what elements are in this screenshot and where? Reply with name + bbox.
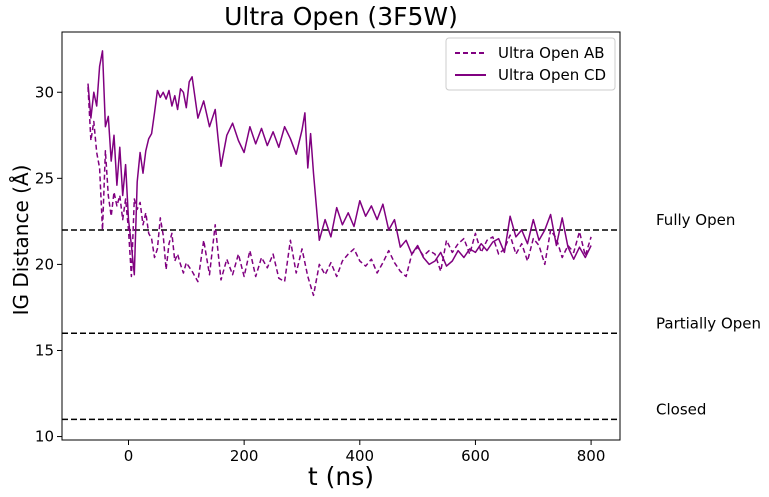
x-tick-label: 200 <box>230 447 259 465</box>
reference-label-closed: Closed <box>656 400 706 418</box>
y-tick-label: 10 <box>35 428 54 446</box>
legend: Ultra Open AB Ultra Open CD <box>445 37 616 91</box>
axes-frame <box>61 31 621 441</box>
y-tick-label: 30 <box>35 83 54 101</box>
y-tick-label: 25 <box>35 169 54 187</box>
reference-label-fully-open: Fully Open <box>656 211 735 229</box>
x-axis-label: t (ns) <box>308 462 374 491</box>
y-axis-label: IG Distance (Å) <box>9 165 33 316</box>
legend-frame <box>445 37 616 91</box>
series-line-ultra-open-ab <box>87 87 592 297</box>
plot-area <box>62 50 620 421</box>
y-tick-label: 15 <box>35 341 54 359</box>
x-tick-label: 400 <box>345 447 374 465</box>
legend-entry-ultra-open-ab: Ultra Open AB <box>498 44 605 62</box>
x-axis: 0 200 400 600 800 <box>124 440 606 465</box>
x-tick-label: 800 <box>577 447 606 465</box>
x-tick-label: 0 <box>124 447 134 465</box>
x-tick-label: 600 <box>461 447 490 465</box>
reference-label-partially-open: Partially Open <box>656 314 761 332</box>
series-line-ultra-open-cd <box>87 50 592 276</box>
y-tick-label: 20 <box>35 255 54 273</box>
y-axis: 10 15 20 25 30 <box>35 83 62 446</box>
reference-line-labels: Fully Open Partially Open Closed <box>656 211 761 418</box>
legend-entry-ultra-open-cd: Ultra Open CD <box>498 66 606 84</box>
chart-title: Ultra Open (3F5W) <box>224 2 458 31</box>
